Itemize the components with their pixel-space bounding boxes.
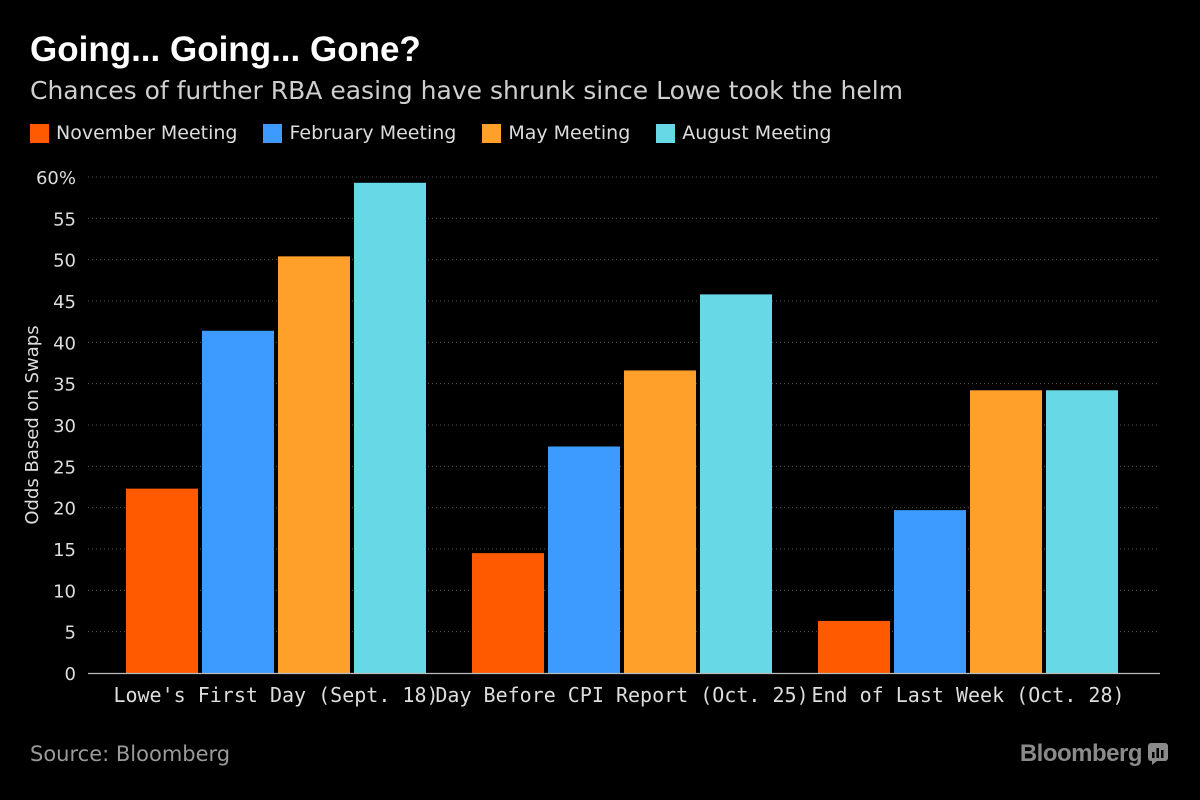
legend-swatch (263, 123, 283, 143)
y-tick-label: 50 (53, 251, 76, 272)
legend-swatch (30, 123, 49, 143)
bar (700, 294, 772, 673)
bar (202, 330, 274, 673)
y-tick-label: 30 (53, 416, 76, 437)
bar (1046, 390, 1118, 673)
brand-name: Bloomberg (1019, 740, 1143, 767)
y-tick-label: 20 (53, 499, 76, 520)
x-tick-label: Lowe's First Day (Sept. 18) (113, 683, 438, 707)
bloomberg-logo: Bloomberg (1020, 740, 1168, 768)
legend-swatch (482, 123, 502, 143)
legend-item: May Meeting (482, 122, 630, 144)
y-tick-label: 40 (53, 333, 76, 354)
bar (894, 510, 966, 673)
y-tick-label: 45 (53, 292, 76, 313)
bar (472, 553, 544, 673)
source-note: Source: Bloomberg (30, 742, 231, 766)
legend-swatch (656, 123, 676, 143)
chart-title: Going... Going... Gone? (30, 30, 421, 69)
y-tick-label: 25 (53, 457, 76, 478)
legend-item: February Meeting (263, 122, 456, 144)
bar (818, 620, 890, 673)
chart-legend: November Meeting February Meeting May Meet… (30, 122, 857, 144)
legend-item: August Meeting (656, 122, 831, 144)
bar (126, 488, 198, 673)
y-tick-label: 55 (53, 209, 76, 230)
bar (624, 370, 696, 673)
chart-subtitle: Chances of further RBA easing have shrun… (30, 76, 903, 105)
legend-label: February Meeting (289, 122, 457, 144)
y-tick-label: 10 (53, 581, 76, 602)
legend-label: August Meeting (682, 122, 832, 144)
bar (548, 446, 620, 673)
y-tick-label: 5 (65, 623, 76, 644)
y-tick-label: 15 (53, 540, 76, 561)
bar (278, 256, 350, 673)
y-tick-label: 0 (65, 664, 76, 685)
y-tick-label: 60% (36, 168, 76, 189)
x-tick-label: Day Before CPI Report (Oct. 25) (435, 683, 808, 707)
legend-label: May Meeting (508, 122, 631, 144)
bar (354, 182, 426, 673)
y-tick-label: 35 (53, 375, 76, 396)
x-tick-label: End of Last Week (Oct. 28) (811, 683, 1124, 707)
y-axis-label: Odds Based on Swaps (22, 325, 43, 524)
legend-label: November Meeting (56, 122, 238, 144)
bar (970, 390, 1042, 673)
bloomberg-chart-icon (1148, 743, 1168, 765)
legend-item: November Meeting (30, 122, 237, 144)
